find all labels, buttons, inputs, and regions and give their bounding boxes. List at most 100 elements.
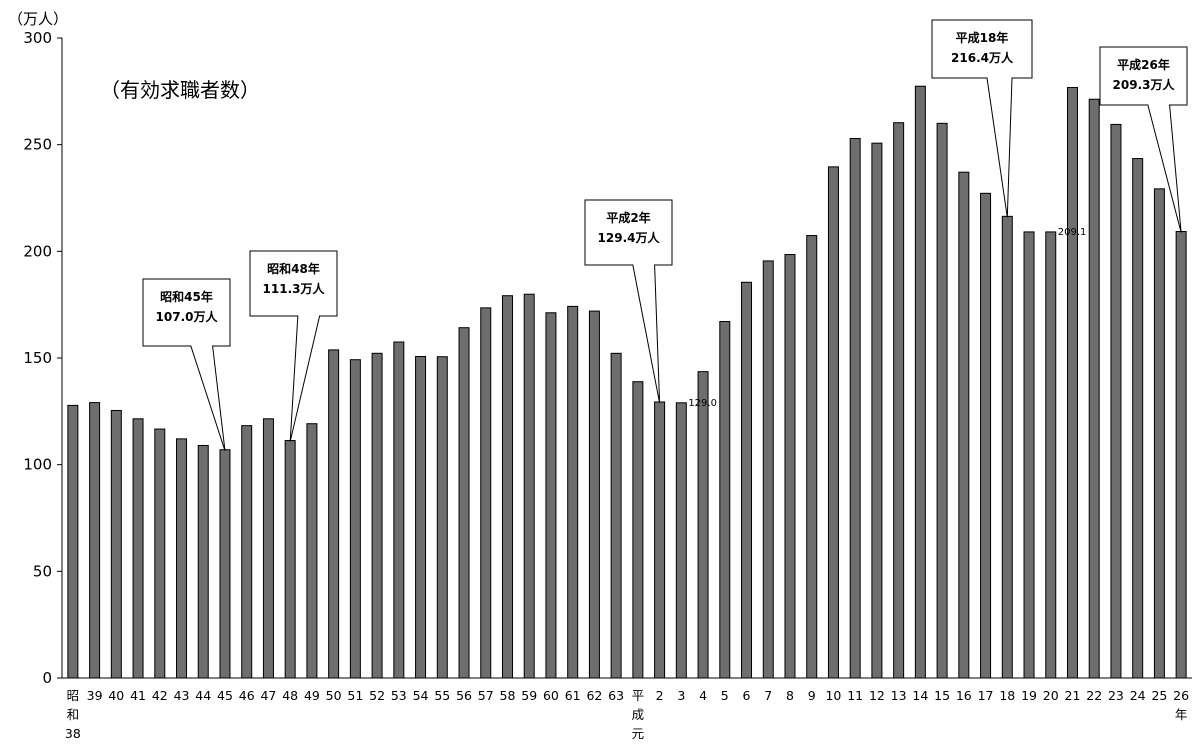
bar [1110, 123, 1122, 679]
bar [632, 381, 644, 679]
x-tick-label: 50 [326, 688, 342, 703]
x-tick-label: 62 [586, 688, 602, 703]
callout-text: 平成18年 [956, 30, 1009, 45]
x-tick-label: 39 [87, 688, 103, 703]
x-tick-label: 41 [130, 688, 146, 703]
x-tick-label: 5 [721, 688, 729, 703]
bar [588, 310, 600, 679]
bar [719, 321, 731, 679]
bar [1153, 188, 1165, 679]
callout-text: 216.4万人 [951, 50, 1014, 65]
x-tick-label: 21 [1065, 688, 1081, 703]
bar [914, 85, 926, 679]
x-tick-label: 59 [521, 688, 537, 703]
x-tick-label: 54 [413, 688, 429, 703]
x-tick-label: 23 [1108, 688, 1124, 703]
x-tick-label: 11 [847, 688, 863, 703]
bar [871, 142, 883, 679]
bar [154, 428, 166, 679]
callouts: 昭和45年 107.0万人 昭和48年 111.3万人 平成2年 129.4万人 平成18年… [142, 19, 1188, 451]
bar [806, 235, 818, 679]
y-tick-label: 200 [23, 242, 52, 260]
x-tick-label: 55 [434, 688, 450, 703]
x-tick-label: 7 [764, 688, 772, 703]
x-tick-label: 2 [656, 688, 664, 703]
x-tick-label: 平 [632, 688, 645, 703]
x-tick-label: 14 [912, 688, 928, 703]
bar [110, 409, 122, 679]
x-tick-label: 46 [239, 688, 255, 703]
x-tick-label: 元 [632, 726, 645, 741]
value-labels: 129.0 209.1 [688, 227, 1086, 409]
x-tick-label: 63 [608, 688, 624, 703]
x-tick-label: 20 [1043, 688, 1059, 703]
bar [980, 192, 992, 679]
bar [697, 371, 709, 679]
bar [849, 137, 861, 679]
bar [197, 444, 209, 679]
bar [176, 438, 188, 679]
x-tick-label: 年 [1175, 707, 1188, 722]
x-tick-label: 47 [260, 688, 276, 703]
bar [1066, 86, 1078, 679]
x-tick-label: 58 [500, 688, 516, 703]
bar [219, 449, 231, 679]
bar [415, 356, 427, 679]
x-tick-label: 3 [677, 688, 685, 703]
y-tick-label: 100 [23, 456, 52, 474]
bar [393, 341, 405, 679]
y-tick-label: 300 [23, 29, 52, 47]
callout-box [584, 199, 673, 404]
callout: 平成26年 209.3万人 [1099, 46, 1188, 233]
x-tick-label: 13 [891, 688, 907, 703]
bar [827, 166, 839, 679]
x-tick-label: 8 [786, 688, 794, 703]
x-tick-label: 16 [956, 688, 972, 703]
y-tick-label: 0 [42, 669, 52, 687]
x-tick-label: 44 [195, 688, 211, 703]
x-tick-label: 53 [391, 688, 407, 703]
callout-text: 平成2年 [606, 210, 650, 225]
callout-box [249, 250, 338, 442]
x-tick-label: 48 [282, 688, 298, 703]
callout-text: 昭和45年 [160, 289, 213, 304]
x-tick-label: 40 [108, 688, 124, 703]
bar [762, 260, 774, 679]
callout-box [142, 278, 231, 451]
bar [567, 305, 579, 679]
value-label: 129.0 [688, 398, 717, 409]
bar [1132, 158, 1144, 679]
bar [936, 122, 948, 679]
x-tick-label: 15 [934, 688, 950, 703]
x-tick-label: 26 [1173, 688, 1189, 703]
bar [958, 171, 970, 679]
bar [241, 425, 253, 679]
bar [1088, 98, 1100, 679]
x-tick-label: 61 [565, 688, 581, 703]
x-tick-label: 24 [1130, 688, 1146, 703]
callout-text: 平成26年 [1117, 57, 1170, 72]
x-tick-label: 4 [699, 688, 707, 703]
value-label: 209.1 [1058, 227, 1087, 238]
bar [67, 404, 79, 679]
bar [523, 293, 535, 679]
x-tick-label: 45 [217, 688, 233, 703]
callout: 平成18年 216.4万人 [931, 19, 1033, 218]
callout-text: 111.3万人 [263, 281, 326, 296]
callout-text: 129.4万人 [598, 230, 661, 245]
x-tick-label: 成 [632, 707, 645, 722]
callout-box [931, 19, 1033, 218]
bar [1175, 230, 1187, 679]
callout-text: 107.0万人 [156, 309, 219, 324]
x-tick-label: 49 [304, 688, 320, 703]
x-tick-label: 19 [1021, 688, 1037, 703]
bar [349, 359, 361, 679]
x-tick-label: 10 [825, 688, 841, 703]
callout: 昭和48年 111.3万人 [249, 250, 338, 442]
bar [262, 418, 274, 679]
bar [675, 402, 687, 679]
bar [545, 312, 557, 679]
x-tick-label: 43 [174, 688, 190, 703]
